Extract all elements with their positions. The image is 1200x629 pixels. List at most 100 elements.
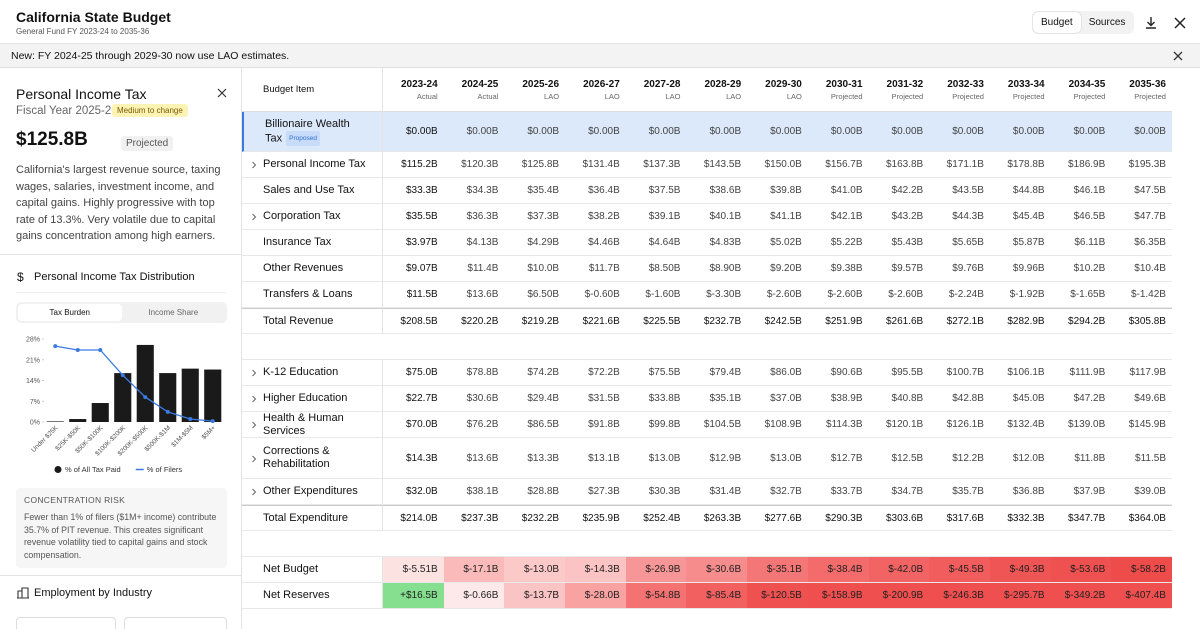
row-name: Health & Human Services [263, 411, 344, 437]
value-cell: $90.6B [807, 360, 869, 386]
value-cell: $-246.3B [929, 583, 990, 609]
bar [181, 368, 199, 422]
value-cell: $10.0B [504, 256, 566, 282]
value-cell: $272.1B [929, 308, 990, 334]
value-cell: $30.6B [443, 386, 505, 412]
spacer-row [242, 334, 1172, 360]
value-cell: $47.2B [1050, 386, 1112, 412]
value-cell: $42.1B [807, 204, 869, 230]
expand-chevron[interactable] [250, 455, 258, 463]
value-cell: $12.9B [686, 438, 748, 479]
value-cell: $-3.30B [686, 282, 748, 308]
value-cell: $12.7B [807, 438, 869, 479]
expand-chevron[interactable] [250, 161, 258, 169]
value-cell: $114.3B [807, 412, 869, 438]
year: 2034-35 [1068, 78, 1106, 90]
value-cell: $38.1B [443, 479, 505, 505]
year: 2026-27 [583, 78, 620, 90]
y-tick-label: 0% [30, 420, 40, 427]
value-cell: $125.8B [504, 152, 566, 178]
industry-icon [17, 587, 29, 599]
detail-close[interactable] [216, 87, 228, 99]
value-cell: $9.07B [383, 256, 444, 282]
value-cell: $-49.3B [989, 557, 1051, 583]
value-cell: $347.7B [1050, 505, 1112, 531]
year: 2030-31 [825, 78, 863, 90]
expand-chevron[interactable] [250, 488, 258, 496]
banner-text: New: FY 2024-25 through 2029-30 now use … [11, 50, 290, 62]
value-cell: $-17.1B [443, 557, 505, 583]
value-cell: $37.3B [504, 204, 566, 230]
value-cell: $39.0B [1111, 479, 1172, 505]
employment-title: Employment by Industry [34, 587, 152, 599]
view-switch: Budget Sources [1032, 11, 1135, 34]
source: LAO [604, 91, 620, 101]
value-cell: $75.0B [383, 360, 444, 386]
expand-chevron[interactable] [250, 421, 258, 429]
value-cell: $45.0B [989, 386, 1051, 412]
app-title: California State Budget [16, 9, 171, 25]
value-cell: $29.4B [504, 386, 566, 412]
point [75, 347, 80, 352]
row-label: Billionaire Wealth Tax Proposed [242, 112, 383, 152]
row-name: Higher Education [263, 392, 348, 404]
value-cell: $45.4B [989, 204, 1051, 230]
row-name: Corrections & Rehabilitation [263, 445, 330, 470]
employment-button[interactable] [16, 617, 116, 629]
row-label: Personal Income Tax [242, 152, 383, 178]
change-badge: Medium to change [112, 104, 188, 117]
income-share-tab[interactable]: Income Share [148, 308, 199, 317]
app-subtitle: General Fund FY 2023-24 to 2035-36 [16, 27, 150, 36]
detail-title: Personal Income Tax [16, 86, 147, 102]
value-cell: $163.8B [868, 152, 930, 178]
value-cell: $6.50B [504, 282, 566, 308]
value-cell: $-53.6B [1050, 557, 1112, 583]
value-cell: $10.4B [1111, 256, 1172, 282]
expand-chevron[interactable] [250, 395, 258, 403]
value-cell: $12.5B [868, 438, 930, 479]
value-cell: $-349.2B [1050, 583, 1112, 609]
value-cell: $-26.9B [625, 557, 687, 583]
budget-button[interactable]: Budget [1033, 12, 1081, 33]
value-cell: $132.4B [989, 412, 1051, 438]
banner-close[interactable] [1172, 50, 1184, 62]
value-cell: $-13.0B [504, 557, 566, 583]
employment-button[interactable] [124, 617, 227, 629]
value-cell: $-38.4B [807, 557, 869, 583]
value-cell: $5.22B [807, 230, 869, 256]
value-cell: $27.3B [565, 479, 626, 505]
tax-burden-tab[interactable]: Tax Burden [18, 304, 122, 321]
row-name: Insurance Tax [263, 236, 332, 248]
divider [16, 292, 226, 293]
value-cell: $41.1B [747, 204, 808, 230]
bar [114, 373, 132, 422]
value-cell: $143.5B [686, 152, 748, 178]
sources-button[interactable]: Sources [1088, 17, 1126, 28]
value-cell: $35.7B [929, 479, 990, 505]
expand-chevron[interactable] [250, 369, 258, 377]
value-cell: $35.4B [504, 178, 566, 204]
value-cell: $214.0B [383, 505, 444, 531]
value-cell: $32.7B [747, 479, 808, 505]
source: LAO [665, 91, 681, 101]
x-link[interactable] [1169, 12, 1191, 34]
value-cell: $261.6B [868, 308, 930, 334]
dollar-icon: $ [17, 270, 24, 284]
value-cell: $0.00B [686, 112, 748, 152]
value-cell: $303.6B [868, 505, 930, 531]
budget-table: Budget Item 2023-24 Actual 2024-25 Actual 202… [242, 68, 1172, 609]
download-button[interactable] [1140, 12, 1162, 34]
value-cell: $232.2B [504, 505, 566, 531]
value-cell: $0.00B [443, 112, 505, 152]
value-cell: $46.1B [1050, 178, 1112, 204]
bar [69, 419, 87, 422]
value-cell: $8.90B [686, 256, 748, 282]
expand-chevron[interactable] [250, 213, 258, 221]
value-cell: $4.46B [565, 230, 626, 256]
value-cell: $-28.0B [565, 583, 626, 609]
row-name: Sales and Use Tax [263, 184, 355, 196]
header: California State Budget General Fund FY … [0, 0, 1200, 44]
source: Projected [1012, 91, 1045, 101]
year: 2033-34 [1007, 78, 1045, 90]
value-cell: $-2.60B [747, 282, 808, 308]
